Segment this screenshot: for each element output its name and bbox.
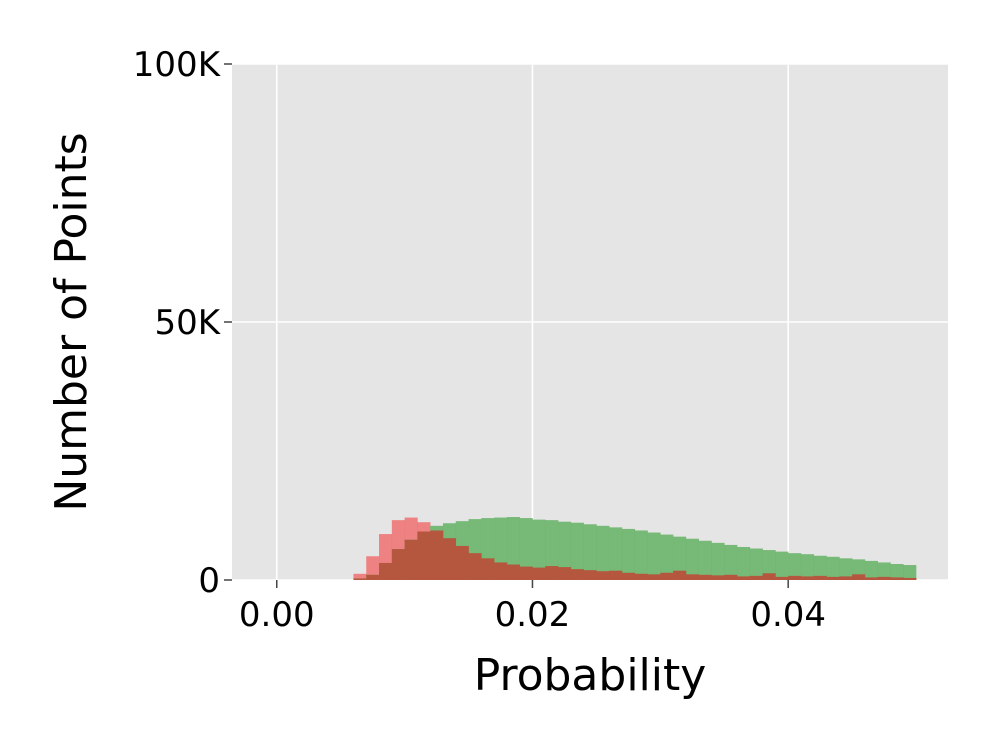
bar-series-1: [609, 527, 623, 580]
bar-overlap: [685, 574, 699, 580]
x-tick-label: 0.02: [495, 595, 571, 635]
bar-series-1: [903, 565, 917, 580]
bar-series-1: [737, 546, 751, 580]
bar-overlap: [494, 562, 508, 580]
y-tick-label: 0: [198, 561, 220, 601]
bar-overlap: [455, 545, 469, 580]
bar-series-1: [711, 542, 725, 580]
bar-overlap: [864, 577, 878, 580]
bar-series-0: [366, 556, 380, 580]
bar-overlap: [570, 569, 584, 580]
bar-overlap: [417, 531, 431, 580]
bar-overlap: [826, 576, 840, 580]
bar-series-1: [890, 564, 904, 580]
bar-series-1: [877, 562, 891, 580]
bar-overlap: [468, 553, 482, 580]
bar-series-1: [788, 553, 802, 580]
bar-series-1: [673, 536, 687, 580]
bar-overlap: [737, 576, 751, 580]
bar-series-1: [685, 538, 699, 580]
bar-series-1: [826, 556, 840, 580]
bar-overlap: [404, 539, 418, 580]
bar-overlap: [698, 574, 712, 580]
bar-overlap: [839, 576, 853, 580]
bar-overlap: [749, 575, 763, 580]
bar-series-1: [545, 520, 559, 580]
bar-overlap: [558, 567, 572, 580]
bar-series-1: [647, 532, 661, 580]
bar-series-1: [519, 518, 533, 580]
bar-series-1: [596, 525, 610, 580]
bar-series-1: [813, 555, 827, 580]
bar-series-1: [698, 540, 712, 580]
bar-series-1: [570, 522, 584, 580]
bar-overlap: [621, 572, 636, 580]
bar-series-1: [583, 524, 597, 580]
bar-overlap: [519, 566, 533, 580]
bar-series-1: [762, 550, 776, 580]
bar-overlap: [813, 575, 827, 580]
bar-overlap: [481, 558, 495, 580]
bar-overlap: [647, 574, 661, 580]
bar-overlap: [430, 530, 444, 580]
bar-series-1: [839, 558, 853, 580]
y-axis-label: Number of Points: [46, 132, 97, 511]
bar-overlap: [609, 570, 623, 580]
bar-overlap: [711, 575, 725, 580]
bar-series-1: [864, 560, 878, 580]
bar-overlap: [353, 578, 367, 580]
bar-series-1: [621, 528, 636, 580]
x-tick-label: 0.00: [239, 595, 315, 635]
bar-overlap: [583, 570, 597, 580]
bar-overlap: [506, 564, 520, 580]
y-tick-label: 50K: [154, 303, 221, 343]
bar-series-1: [775, 551, 789, 580]
bar-overlap: [379, 562, 393, 580]
bar-overlap: [366, 574, 380, 580]
bar-series-0: [353, 573, 367, 580]
bar-series-1: [749, 548, 763, 580]
bar-overlap: [660, 572, 674, 580]
bar-overlap: [890, 577, 904, 580]
bar-series-1: [800, 554, 815, 580]
bar-overlap: [673, 570, 687, 580]
x-tick-label: 0.04: [750, 595, 826, 635]
y-tick-label: 100K: [133, 45, 222, 85]
bar-overlap: [724, 574, 738, 580]
bar-series-1: [660, 534, 674, 580]
bar-series-1: [558, 521, 572, 580]
bar-overlap: [532, 567, 546, 580]
bar-series-1: [532, 519, 546, 580]
x-axis-label: Probability: [474, 650, 707, 701]
bar-overlap: [762, 573, 776, 580]
bar-overlap: [788, 575, 802, 580]
bar-series-1: [634, 530, 648, 580]
bar-overlap: [775, 576, 789, 580]
bar-series-1: [724, 544, 738, 580]
bar-overlap: [852, 574, 866, 580]
bar-overlap: [903, 577, 917, 580]
bar-series-1: [506, 517, 520, 580]
bar-overlap: [877, 576, 891, 580]
bar-overlap: [596, 571, 610, 580]
bar-overlap: [442, 538, 457, 580]
bar-overlap: [800, 576, 815, 580]
axes: 0.00 0.02 0.04 0 50K 100K: [133, 45, 826, 635]
bar-overlap: [391, 549, 405, 580]
bar-overlap: [545, 566, 559, 580]
histogram-bars: [353, 517, 917, 580]
bar-overlap: [634, 573, 648, 580]
